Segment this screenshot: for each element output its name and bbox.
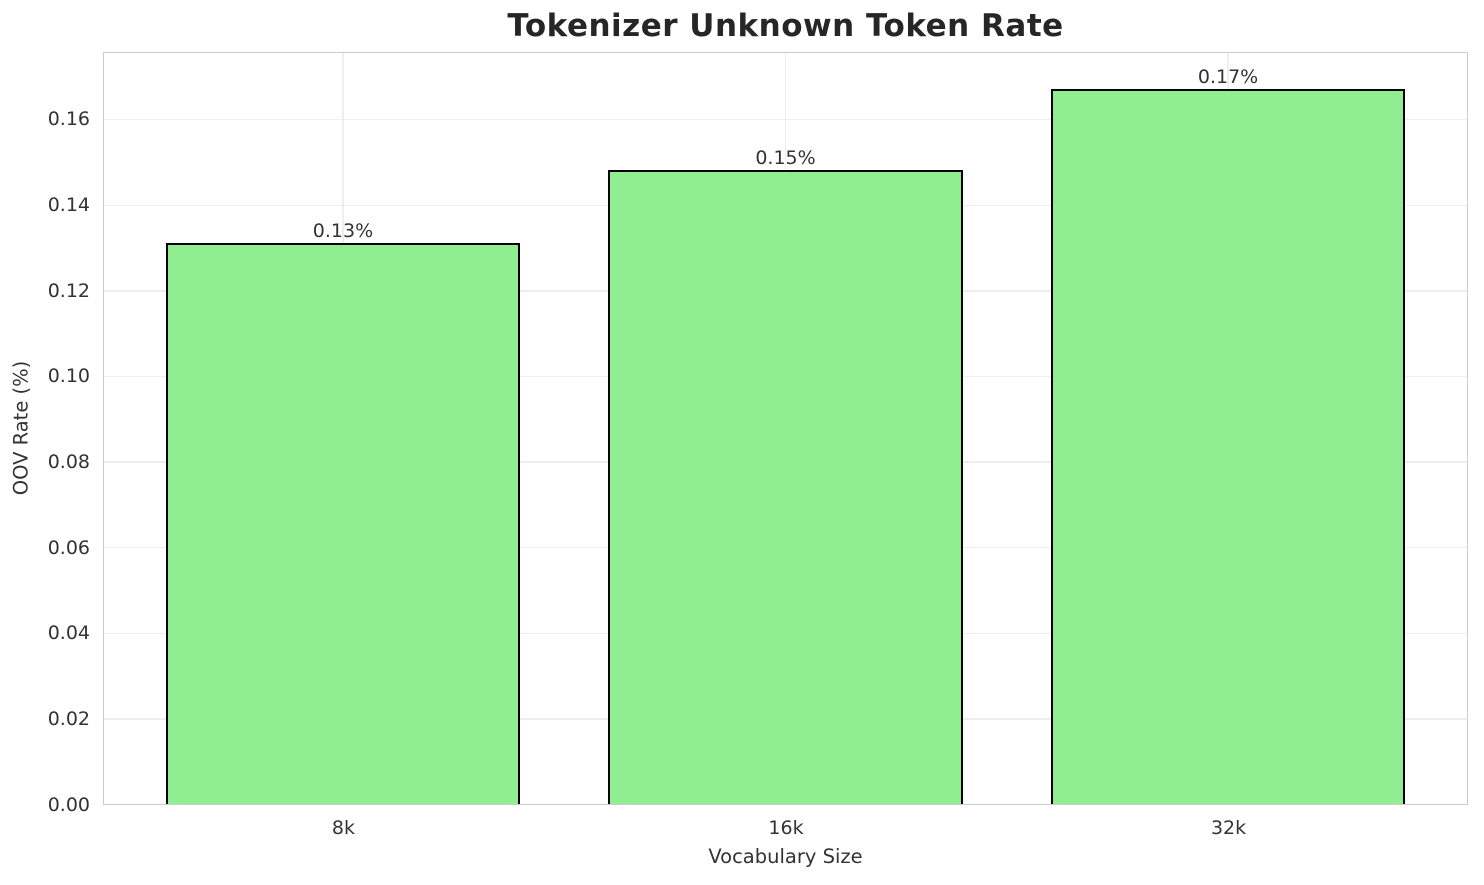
plot-area: 0.13% 0.15% 0.17% <box>103 52 1468 805</box>
x-tick-label: 8k <box>331 817 355 839</box>
x-tick-label: 32k <box>1210 817 1247 839</box>
bar-32k <box>1051 88 1406 804</box>
y-tick-label: 0.04 <box>47 622 90 645</box>
bar-value-label: 0.17% <box>1197 65 1259 88</box>
bar-value-label: 0.15% <box>755 147 816 170</box>
bar-8k <box>165 243 520 804</box>
y-tick-label: 0.02 <box>47 707 90 730</box>
y-tick-label: 0.00 <box>47 793 90 816</box>
x-tick-label: 16k <box>768 817 804 839</box>
x-axis-label: Vocabulary Size <box>708 845 863 868</box>
bar-value-label: 0.13% <box>312 220 374 243</box>
y-axis-label: OOV Rate (%) <box>9 360 33 496</box>
y-tick-label: 0.08 <box>47 450 90 473</box>
y-tick-label: 0.16 <box>47 108 90 131</box>
bar-16k <box>608 170 963 804</box>
y-tick-label: 0.12 <box>47 279 90 302</box>
y-tick-label: 0.10 <box>47 365 90 388</box>
y-tick-label: 0.06 <box>47 536 90 559</box>
chart-title: Tokenizer Unknown Token Rate <box>507 8 1064 44</box>
y-tick-label: 0.14 <box>47 194 90 217</box>
